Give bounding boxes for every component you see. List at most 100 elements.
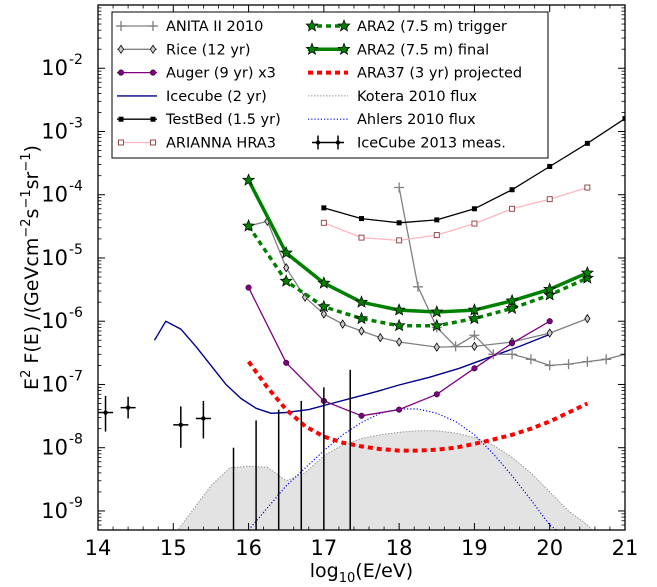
legend-item-rice-12-yr: Rice (12 yr): [117, 42, 251, 58]
series-testbed-1-5-yr: [321, 116, 625, 226]
kotera-2010-flux-band: [173, 430, 595, 530]
legend-label: IceCube 2013 meas.: [357, 136, 506, 152]
data-point: [580, 265, 595, 279]
data-point: [241, 173, 256, 186]
data-point: [546, 318, 553, 325]
data-point: [396, 406, 403, 413]
legend-swatch-marker: [149, 69, 157, 76]
data-point: [546, 328, 553, 338]
series-icecube-2-yr: [153, 320, 550, 414]
y-tick-label: 10: [41, 119, 68, 143]
data-point: [433, 391, 440, 398]
legend-swatch-marker: [116, 21, 126, 31]
data-point: [507, 349, 518, 360]
legend-label: ARA2 (7.5 m) final: [357, 42, 489, 58]
legend-swatch-marker: [149, 44, 157, 55]
data-point: [392, 303, 406, 316]
x-tick-label: 18: [386, 536, 413, 560]
data-point: [354, 295, 369, 308]
legend-item-icecube-2013-meas: IceCube 2013 meas.: [312, 135, 506, 152]
data-point: [505, 301, 519, 314]
x-tick-label: 16: [235, 536, 262, 560]
legend-swatch-marker: [337, 19, 351, 32]
y-tick-label: 10: [41, 436, 68, 460]
data-point: [584, 140, 590, 146]
plot-area: 14 15 16 17 18 19 20 2110-910-810-710-610-510-4…: [41, 4, 639, 560]
data-point: [582, 356, 593, 367]
legend: ANITA II 2010 Rice (12 yr) Auger (9 yr) x3…: [111, 11, 549, 159]
data-point: [471, 206, 477, 212]
legend-label: Auger (9 yr) x3: [166, 66, 276, 82]
y-axis-label: E2 F(E) /(GeVcm−2s−1sr−1): [19, 145, 43, 390]
data-point: [245, 284, 252, 291]
series-arianna-hra3: [320, 184, 591, 244]
legend-swatch-marker: [117, 44, 125, 55]
y-tick-exponent: -3: [69, 115, 83, 131]
legend-item-arianna-hra3: ARIANNA HRA3: [117, 136, 276, 152]
legend-label: Icecube (2 yr): [166, 89, 267, 105]
y-tick-exponent: -5: [69, 242, 83, 258]
data-point: [433, 232, 440, 239]
legend-swatch-marker: [118, 139, 124, 146]
ahlers-2010-flux-line: [248, 408, 558, 530]
legend-label: TestBed (1.5 yr): [165, 112, 281, 128]
legend-label: ARA37 (3 yr) projected: [357, 66, 522, 82]
ara2-7-5-m-trigger-line: [247, 225, 589, 328]
data-point: [241, 219, 256, 232]
x-tick-label: 21: [612, 536, 639, 560]
data-point: [317, 299, 331, 313]
ara2-7-5-m-final-line: [247, 179, 589, 314]
point: [98, 395, 114, 432]
data-point: [601, 354, 612, 365]
data-point: [358, 412, 365, 419]
point: [120, 396, 136, 419]
series-icecube-2013-meas: [98, 369, 351, 530]
data-point: [433, 342, 440, 352]
y-tick-exponent: -4: [69, 179, 83, 195]
data-point: [103, 410, 108, 415]
icecube-2-yr-line: [153, 320, 550, 414]
data-point: [394, 182, 405, 193]
legend-swatch-marker: [118, 116, 124, 122]
legend-item-kotera-2010-flux: Kotera 2010 flux: [308, 89, 478, 105]
data-point: [392, 318, 406, 332]
x-tick-label: 19: [461, 536, 488, 560]
y-tick-exponent: -9: [69, 495, 83, 511]
data-point: [563, 359, 574, 370]
point: [195, 400, 211, 439]
data-point: [358, 326, 365, 336]
data-point: [505, 293, 519, 307]
legend-item-auger-9-yr-x3: Auger (9 yr) x3: [117, 66, 276, 82]
data-point: [320, 309, 327, 319]
data-point: [201, 416, 206, 421]
y-tick-label: 10: [41, 56, 68, 80]
legend-item-ahlers-2010-flux: Ahlers 2010 flux: [308, 112, 476, 128]
data-point: [525, 354, 536, 365]
y-tick-label: 10: [41, 309, 68, 333]
x-tick-label: 14: [85, 536, 112, 560]
data-point: [509, 205, 516, 212]
legend-item-ara2-7-5-m-trigger: ARA2 (7.5 m) trigger: [305, 19, 507, 35]
legend-item-ara37-3-yr-projected: ARA37 (3 yr) projected: [308, 66, 522, 82]
data-point: [471, 341, 478, 352]
legend-swatch-marker: [337, 42, 351, 55]
data-point: [396, 237, 403, 244]
y-tick-exponent: -2: [69, 52, 83, 68]
legend-label: ARA2 (7.5 m) trigger: [357, 19, 507, 35]
x-tick-label: 17: [310, 536, 337, 560]
data-point: [317, 276, 331, 289]
legend-frame: [111, 11, 549, 159]
data-point: [543, 288, 557, 301]
legend-item-icecube-2-yr: Icecube (2 yr): [117, 89, 267, 105]
legend-swatch-point: [315, 140, 321, 145]
data-point: [430, 305, 444, 318]
data-point: [283, 263, 290, 273]
legend-label: Ahlers 2010 flux: [357, 112, 476, 128]
legend-label: Rice (12 yr): [166, 42, 251, 58]
data-point: [584, 313, 591, 324]
x-tick-label: 15: [160, 536, 187, 560]
data-point: [509, 340, 516, 347]
data-point: [547, 163, 553, 169]
y-tick-exponent: -6: [69, 305, 83, 321]
legend-label: ANITA II 2010: [166, 19, 263, 35]
